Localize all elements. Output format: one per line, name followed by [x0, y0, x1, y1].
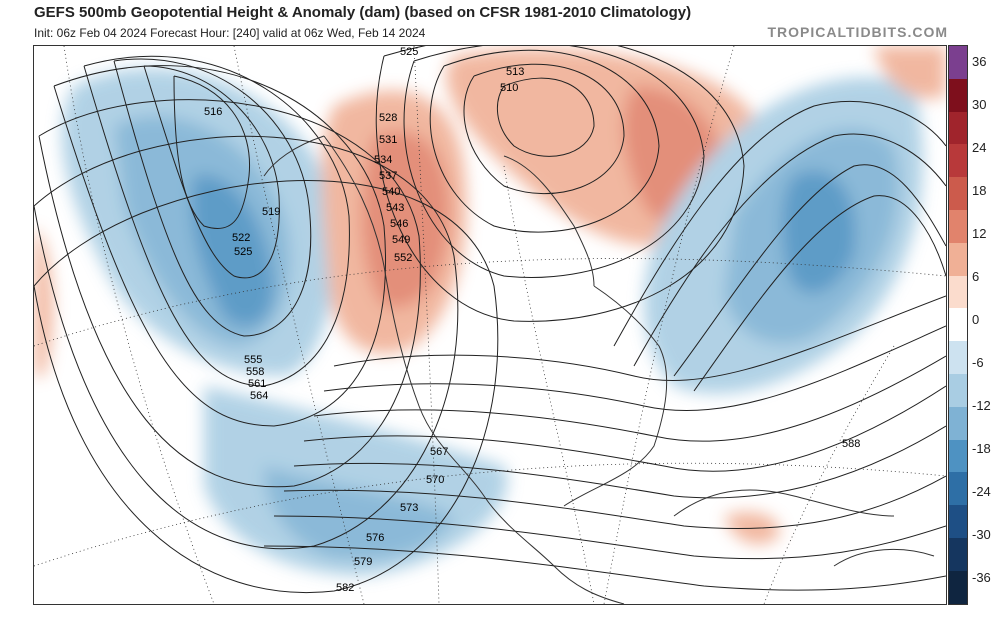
- cbar-seg-5: [949, 209, 967, 243]
- contour-label-510: 510: [500, 82, 519, 94]
- cbar-seg-7: [949, 275, 967, 309]
- cbar-seg-12: [949, 439, 967, 473]
- contour-label-564: 564: [250, 390, 269, 402]
- cbar-seg-9: [949, 341, 967, 374]
- cbar-tick-24: 24: [972, 140, 987, 155]
- contour-label-513: 513: [506, 66, 525, 78]
- cbar-seg-10: [949, 373, 967, 407]
- contour-label-546: 546: [390, 218, 409, 230]
- cbar-tick-0: 0: [972, 312, 980, 327]
- map-canvas: [34, 46, 946, 604]
- cbar-tick-36: 36: [972, 54, 987, 69]
- cbar-seg-11: [949, 406, 967, 440]
- contour-label-558: 558: [246, 366, 265, 378]
- cbar-seg-13: [949, 472, 967, 506]
- cbar-tick-neg6: -6: [972, 355, 984, 370]
- cbar-seg-8: [949, 308, 967, 342]
- anomaly-shading: [34, 46, 946, 576]
- cbar-seg-15: [949, 537, 967, 571]
- cbar-tick-neg12: -12: [972, 398, 991, 413]
- contour-label-576: 576: [366, 532, 385, 544]
- contour-label-519: 519: [262, 206, 281, 218]
- contour-label-570: 570: [426, 474, 445, 486]
- cbar-tick-neg36: -36: [972, 570, 991, 585]
- graticule: [34, 46, 946, 604]
- cbar-seg-2: [949, 111, 967, 145]
- contour-label-552: 552: [394, 252, 413, 264]
- contour-label-525: 525: [234, 246, 253, 258]
- contour-label-588: 588: [842, 438, 861, 450]
- cbar-tick-neg30: -30: [972, 527, 991, 542]
- cbar-tick-30: 30: [972, 97, 987, 112]
- contour-label-528: 528: [379, 112, 398, 124]
- contour-label-567: 567: [430, 446, 449, 458]
- contour-label-534: 534: [374, 154, 393, 166]
- contour-label-549: 549: [392, 234, 411, 246]
- contour-label-522: 522: [232, 232, 251, 244]
- map-subtitle: Init: 06z Feb 04 2024 Forecast Hour: [24…: [34, 26, 426, 40]
- brand-watermark: TROPICALTIDBITS.COM: [767, 24, 948, 40]
- cbar-tick-6: 6: [972, 269, 980, 284]
- contour-label-561: 561: [248, 378, 267, 390]
- cbar-seg-4: [949, 177, 967, 210]
- contour-label-540: 540: [382, 186, 401, 198]
- contour-label-555: 555: [244, 354, 263, 366]
- contour-label-573: 573: [400, 502, 419, 514]
- cbar-tick-18: 18: [972, 183, 987, 198]
- cbar-seg-0: [949, 46, 967, 79]
- anomaly-map: 516 519 522 525 528 531 534 537 540 543 …: [33, 45, 947, 605]
- contour-label-537: 537: [379, 170, 398, 182]
- height-contours: [34, 46, 946, 594]
- cbar-seg-14: [949, 505, 967, 538]
- cbar-tick-12: 12: [972, 226, 987, 241]
- contour-label-582: 582: [336, 582, 355, 594]
- anomaly-colorbar: [948, 45, 968, 605]
- contour-label-579: 579: [354, 556, 373, 568]
- contour-label-516: 516: [204, 106, 223, 118]
- cbar-seg-6: [949, 242, 967, 276]
- cbar-seg-1: [949, 78, 967, 112]
- contour-label-525-north: 525: [400, 46, 419, 58]
- cbar-seg-16: [949, 570, 967, 604]
- coastlines: [263, 135, 935, 604]
- cbar-seg-3: [949, 144, 967, 178]
- contour-label-543: 543: [386, 202, 405, 214]
- cbar-tick-neg24: -24: [972, 484, 991, 499]
- map-title: GEFS 500mb Geopotential Height & Anomaly…: [34, 4, 692, 21]
- contour-label-531: 531: [379, 134, 398, 146]
- cbar-tick-neg18: -18: [972, 441, 991, 456]
